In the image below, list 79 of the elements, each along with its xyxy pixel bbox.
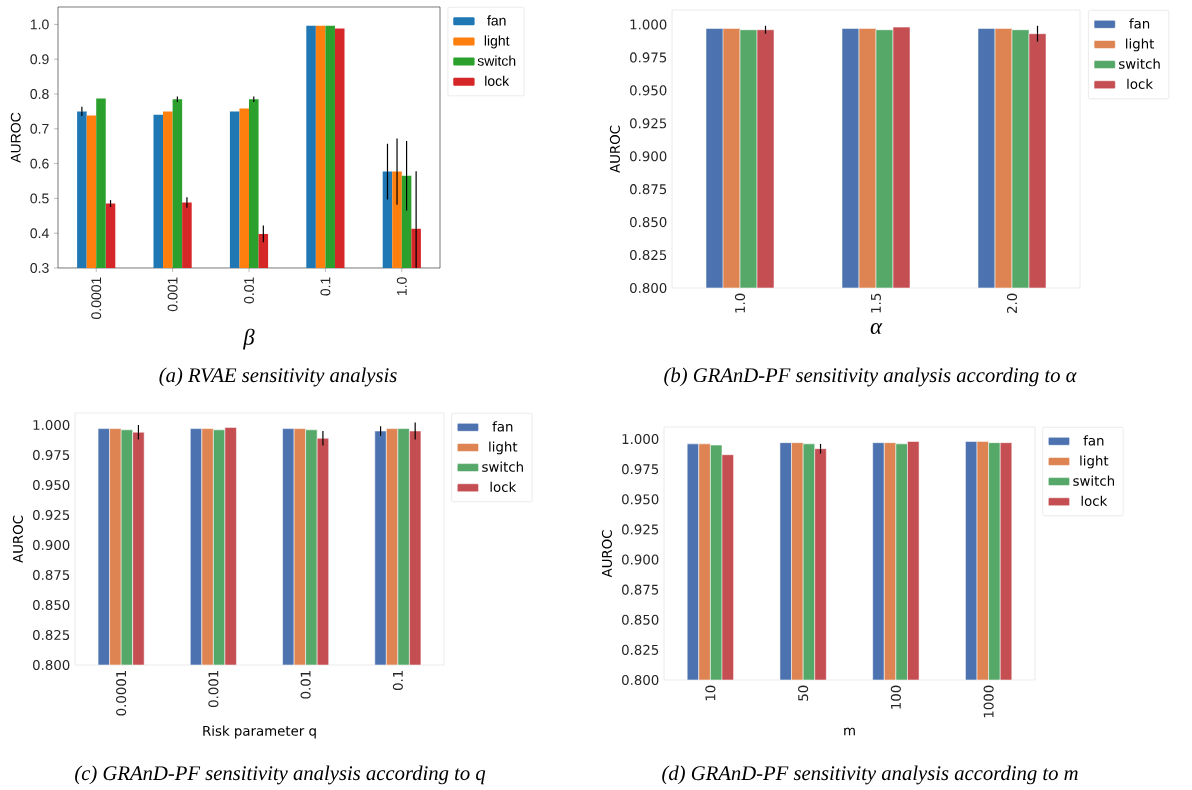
- legend-label: fan: [1129, 18, 1150, 29]
- legend-label: fan: [492, 421, 513, 432]
- x-tick-label: 0.01: [300, 670, 311, 699]
- y-tick-label: 0.825: [622, 644, 659, 655]
- y-tick-label: 0.850: [630, 217, 667, 228]
- x-axis-title: m: [844, 727, 855, 736]
- legend-label: switch: [482, 461, 523, 472]
- y-tick-label: 1.000: [630, 19, 667, 30]
- x-tick-label: 1000: [983, 685, 994, 718]
- legend-label: fan: [1083, 435, 1104, 446]
- y-tick-label: 0.950: [630, 85, 667, 96]
- x-axis-title: α: [870, 323, 883, 334]
- y-tick-label: 1.000: [33, 419, 70, 431]
- x-tick-label: 0.001: [208, 670, 219, 707]
- legend-label: lock: [1127, 78, 1154, 89]
- legend-label: fan: [487, 15, 506, 26]
- legend-label: lock: [490, 481, 517, 492]
- y-tick-label: 0.825: [33, 629, 70, 641]
- y-tick-label: 0.800: [630, 282, 667, 294]
- y-tick-label: 0.800: [622, 674, 659, 686]
- y-tick-label: 0.9: [30, 54, 49, 65]
- x-tick-label: 0.0001: [116, 670, 127, 716]
- x-tick-label: 0.001: [167, 277, 178, 312]
- text: (b) GRAnD-PF sensitivity analysis according to α: [664, 367, 1077, 387]
- x-tick-label: 0.1: [320, 277, 331, 296]
- y-tick-label: 0.8: [30, 89, 49, 99]
- x-tick-label: 0.0001: [91, 277, 102, 319]
- y-tick-label: 0.900: [33, 539, 70, 551]
- y-tick-label: 0.7: [30, 123, 49, 134]
- y-tick-label: 1.0: [30, 19, 49, 30]
- y-tick-label: 0.800: [33, 659, 70, 671]
- y-tick-label: 0.900: [630, 151, 667, 162]
- text: (a) RVAE sensitivity analysis: [159, 367, 397, 387]
- text: (c) GRAnD-PF sensitivity analysis according to q: [75, 765, 486, 785]
- x-tick-label: 0.01: [244, 277, 254, 304]
- legend-label: lock: [485, 75, 510, 86]
- y-tick-label: 0.925: [622, 524, 659, 535]
- legend-label: switch: [477, 55, 516, 66]
- legend-label: light: [484, 35, 510, 49]
- y-tick-label: 0.925: [630, 118, 667, 129]
- y-axis-title: AUROC: [12, 515, 23, 563]
- text: (d) GRAnD-PF sensitivity analysis according to m: [662, 765, 1078, 785]
- y-tick-label: 0.950: [622, 494, 659, 505]
- y-tick-label: 0.825: [630, 250, 667, 261]
- x-tick-label: 10: [705, 685, 716, 701]
- x-tick-label: 100: [890, 685, 901, 709]
- legend-label: light: [1080, 455, 1109, 469]
- y-tick-label: 0.4: [30, 228, 49, 239]
- legend-label: light: [1126, 38, 1155, 52]
- x-tick-label: 50: [798, 685, 809, 701]
- y-tick-label: 0.850: [622, 614, 659, 625]
- legend-label: switch: [1073, 475, 1114, 486]
- y-tick-label: 1.000: [622, 433, 659, 445]
- y-tick-label: 0.875: [630, 184, 667, 195]
- y-tick-label: 0.900: [622, 554, 659, 565]
- y-tick-label: 0.6: [30, 158, 49, 169]
- x-tick-label: 0.1: [392, 670, 403, 691]
- legend-label: lock: [1081, 495, 1108, 506]
- y-tick-label: 0.975: [630, 52, 667, 63]
- y-tick-label: 0.975: [33, 449, 70, 461]
- y-tick-label: 0.950: [33, 479, 70, 491]
- legend-label: switch: [1119, 58, 1160, 69]
- legend-label: light: [489, 441, 518, 455]
- y-tick-label: 0.3: [30, 263, 49, 273]
- y-tick-label: 0.925: [33, 509, 70, 521]
- y-tick-label: 0.875: [33, 569, 70, 581]
- x-axis-title: Risk parameter q: [203, 725, 316, 739]
- x-axis-title: β: [243, 328, 255, 350]
- y-tick-label: 0.875: [622, 584, 659, 595]
- y-tick-label: 0.975: [622, 464, 659, 475]
- y-axis-title: AUROC: [609, 125, 620, 173]
- y-tick-label: 0.5: [30, 193, 49, 204]
- x-tick-label: 1.0: [734, 293, 746, 313]
- y-axis-title: AUROC: [601, 530, 612, 578]
- y-axis-title: AUROC: [10, 112, 21, 163]
- x-tick-label: 2.0: [1006, 293, 1018, 313]
- x-tick-label: 1.5: [871, 293, 881, 313]
- x-tick-label: 1.0: [396, 277, 407, 296]
- y-tick-label: 0.850: [33, 599, 70, 611]
